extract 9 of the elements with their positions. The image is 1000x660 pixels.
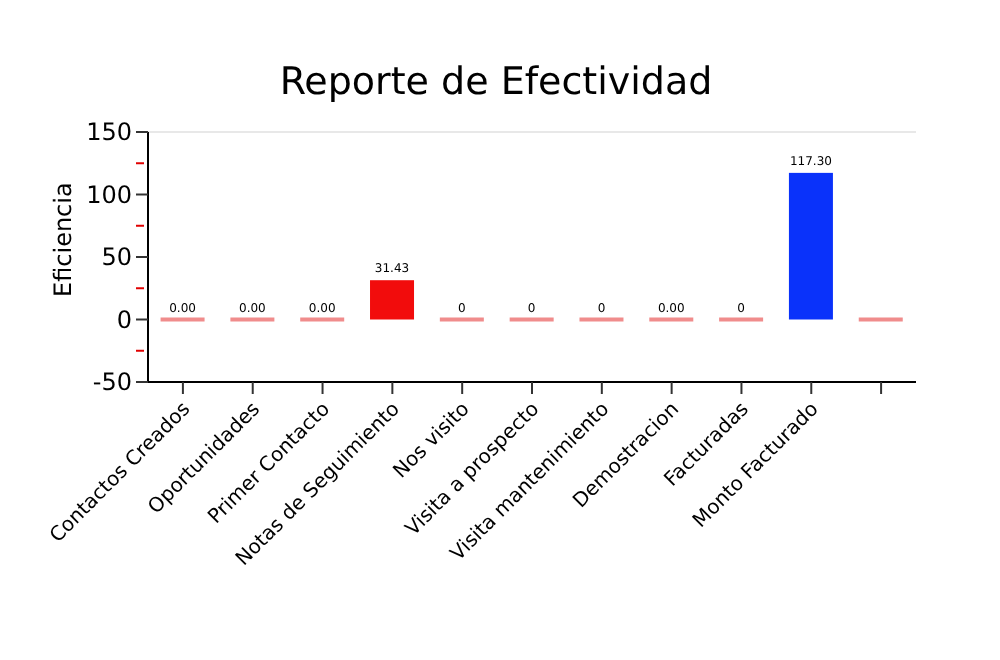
bar [370, 280, 415, 320]
y-tick-label: -50 [92, 368, 132, 396]
y-axis-title: Eficiencia [48, 182, 77, 297]
bar [788, 172, 833, 320]
y-tick-label: 50 [101, 243, 132, 271]
y-tick-label: 100 [86, 180, 132, 209]
y-tick-label: 150 [86, 118, 132, 146]
y-tick-label: 0 [116, 305, 132, 334]
chart-title: Reporte de Efectividad [277, 60, 715, 104]
